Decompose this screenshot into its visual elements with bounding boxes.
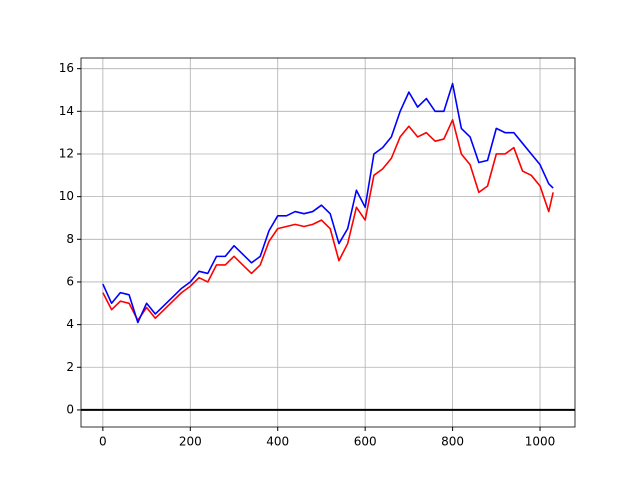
series-line bbox=[102, 119, 554, 322]
x-tick-label: 800 bbox=[441, 435, 464, 449]
x-tick-label: 0 bbox=[99, 435, 107, 449]
y-tick-label: 2 bbox=[66, 360, 74, 374]
y-tick-label: 0 bbox=[66, 402, 74, 416]
series-line bbox=[102, 82, 554, 324]
plot-frame bbox=[80, 57, 576, 428]
y-tick-label: 16 bbox=[59, 61, 74, 75]
x-tick-label: 1000 bbox=[525, 435, 556, 449]
x-tick-label: 400 bbox=[266, 435, 289, 449]
x-tick-label: 200 bbox=[179, 435, 202, 449]
y-tick-label: 14 bbox=[59, 104, 74, 118]
y-tick-label: 12 bbox=[59, 146, 74, 160]
x-tick-label: 600 bbox=[354, 435, 377, 449]
y-tick-label: 8 bbox=[66, 232, 74, 246]
y-tick-label: 4 bbox=[66, 317, 74, 331]
y-tick-label: 6 bbox=[66, 274, 74, 288]
y-tick-label: 10 bbox=[59, 189, 74, 203]
